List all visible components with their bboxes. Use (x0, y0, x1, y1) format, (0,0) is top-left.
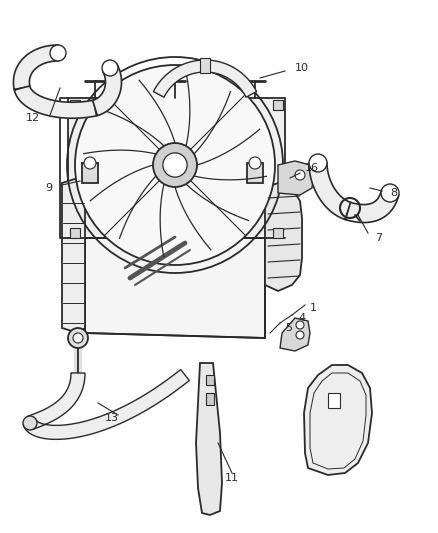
Polygon shape (310, 373, 366, 469)
Circle shape (68, 328, 88, 348)
Text: 4: 4 (298, 313, 305, 323)
Circle shape (153, 143, 197, 187)
Polygon shape (68, 98, 285, 238)
Polygon shape (273, 100, 283, 110)
Polygon shape (278, 161, 314, 195)
Polygon shape (273, 228, 283, 238)
Polygon shape (346, 191, 399, 223)
Polygon shape (82, 163, 98, 183)
Text: 8: 8 (390, 188, 397, 198)
Text: 7: 7 (375, 233, 382, 243)
Circle shape (84, 157, 96, 169)
Polygon shape (70, 100, 80, 110)
Text: 10: 10 (295, 63, 309, 73)
Text: 13: 13 (105, 413, 119, 423)
Circle shape (249, 157, 261, 169)
Circle shape (296, 331, 304, 339)
Polygon shape (14, 45, 58, 90)
Circle shape (102, 60, 118, 76)
Circle shape (381, 184, 399, 202)
Text: 1: 1 (310, 303, 317, 313)
Circle shape (309, 154, 327, 172)
Polygon shape (24, 369, 189, 439)
Polygon shape (85, 183, 265, 338)
Polygon shape (92, 64, 121, 116)
Polygon shape (200, 58, 210, 73)
Circle shape (296, 321, 304, 329)
Circle shape (163, 153, 187, 177)
Polygon shape (62, 178, 85, 333)
Polygon shape (206, 375, 214, 385)
Polygon shape (328, 393, 340, 408)
Text: 11: 11 (225, 473, 239, 483)
Text: 9: 9 (45, 183, 52, 193)
Text: 5: 5 (285, 323, 292, 333)
Polygon shape (206, 393, 214, 405)
Circle shape (295, 170, 305, 180)
Polygon shape (265, 183, 302, 338)
Polygon shape (14, 86, 96, 118)
Text: 12: 12 (26, 113, 40, 123)
Polygon shape (70, 228, 80, 238)
Polygon shape (247, 163, 263, 183)
Circle shape (75, 65, 275, 265)
Polygon shape (280, 318, 310, 351)
Polygon shape (304, 365, 372, 475)
Polygon shape (196, 363, 222, 515)
Circle shape (73, 333, 83, 343)
Circle shape (50, 45, 66, 61)
Polygon shape (153, 60, 257, 97)
Circle shape (23, 416, 37, 430)
Text: 16: 16 (305, 163, 319, 173)
Polygon shape (309, 163, 351, 220)
